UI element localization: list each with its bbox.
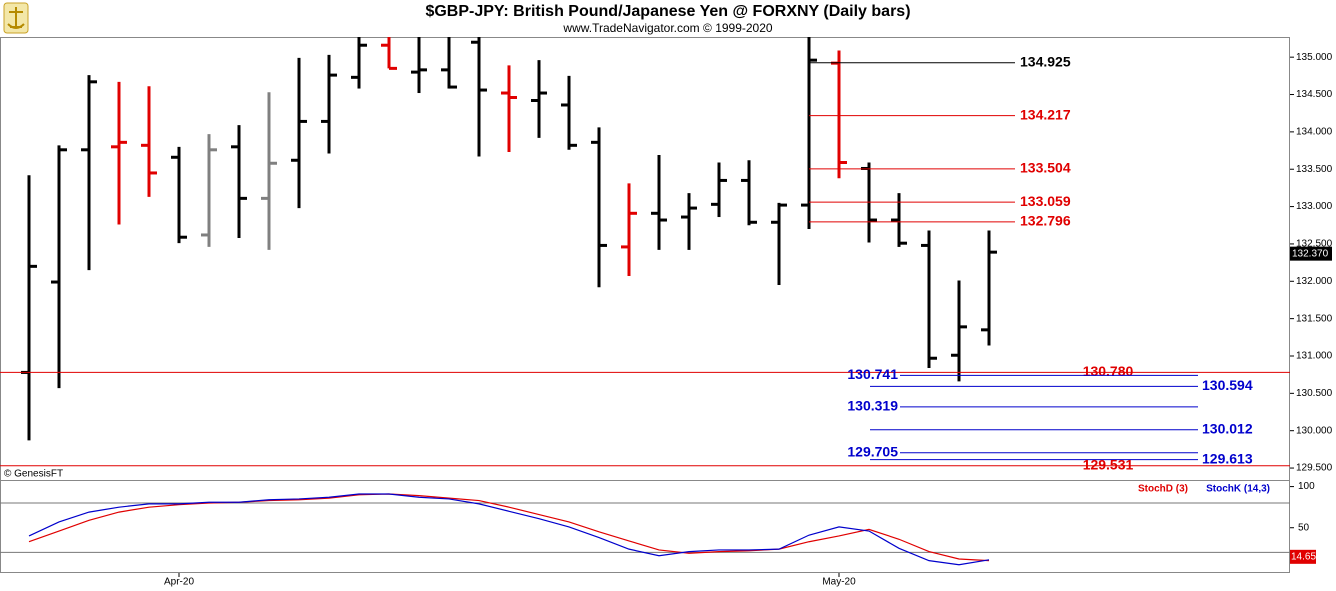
y-tick-label: 50 — [1298, 522, 1310, 533]
copyright: © GenesisFT — [4, 469, 63, 480]
level-label: 130.780 — [1083, 363, 1134, 379]
last-value-box — [1290, 549, 1316, 564]
level-label: 129.705 — [847, 443, 898, 459]
legend-entry: StochK (14,3) — [1206, 484, 1270, 495]
level-label: 130.012 — [1202, 421, 1253, 437]
y-tick-label: 133.000 — [1296, 201, 1333, 212]
y-tick-label: 130.500 — [1296, 388, 1333, 399]
y-tick-label: 131.500 — [1296, 313, 1333, 324]
x-tick-label: Apr-20 — [164, 577, 194, 588]
level-label: 129.531 — [1083, 456, 1134, 472]
level-label: 132.796 — [1020, 213, 1071, 229]
y-tick-label: 130.000 — [1296, 425, 1333, 436]
logo — [3, 2, 29, 34]
level-label: 133.059 — [1020, 193, 1071, 209]
chart-subtitle: www.TradeNavigator.com © 1999-2020 — [562, 21, 772, 35]
y-tick-label: 129.500 — [1296, 463, 1333, 474]
y-tick-label: 134.500 — [1296, 89, 1333, 100]
last-price-label: 132.370 — [1292, 248, 1329, 259]
last-value-label: 14.65 — [1291, 551, 1316, 562]
y-tick-label: 135.000 — [1296, 52, 1333, 63]
y-tick-label: 131.000 — [1296, 351, 1333, 362]
last-price-box — [1290, 246, 1332, 261]
y-tick-label: 132.500 — [1296, 239, 1333, 250]
level-label: 130.594 — [1202, 377, 1253, 393]
level-label: 130.319 — [847, 398, 898, 414]
stoch-line — [28, 493, 990, 562]
y-tick-label: 133.500 — [1296, 164, 1333, 175]
level-label: 129.613 — [1202, 450, 1253, 466]
level-label: 133.504 — [1020, 160, 1071, 176]
x-tick-label: May-20 — [822, 577, 856, 588]
y-tick-label: 100 — [1298, 481, 1315, 492]
stoch-line — [28, 493, 990, 566]
level-label: 130.741 — [847, 366, 898, 382]
y-tick-label: 132.000 — [1296, 276, 1333, 287]
y-tick-label: 134.000 — [1296, 127, 1333, 138]
level-label: 134.925 — [1020, 53, 1071, 69]
chart-title: $GBP-JPY: British Pound/Japanese Yen @ F… — [425, 3, 910, 20]
plot-frame — [0, 37, 1290, 573]
level-label: 134.217 — [1020, 106, 1071, 122]
legend-entry: StochD (3) — [1138, 484, 1188, 495]
